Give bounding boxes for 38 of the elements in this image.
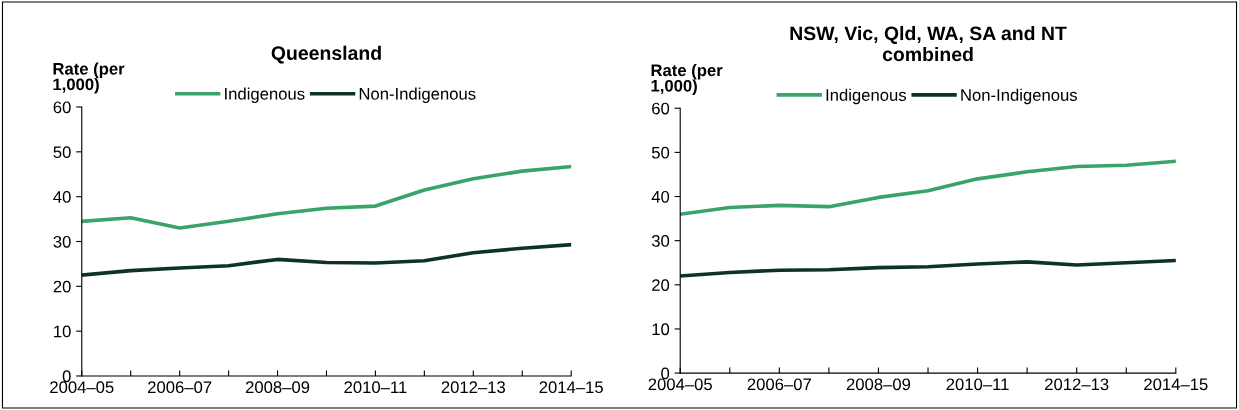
y-tick-label: 10 xyxy=(652,323,670,336)
legend-label: Non-Indigenous xyxy=(961,88,1078,105)
x-tick-label: 2014–15 xyxy=(539,381,603,394)
x-tick-label: 2012–13 xyxy=(441,381,506,394)
line-series xyxy=(680,159,1176,216)
line-series xyxy=(81,164,572,230)
x-tick-label: 2006–07 xyxy=(747,378,811,391)
x-tick-label: 2010–11 xyxy=(946,378,1009,391)
y-axis-title: Rate (per 1,000) xyxy=(53,62,125,94)
legend-label: Non-Indigenous xyxy=(359,87,476,104)
line-series xyxy=(680,258,1176,278)
x-tick-label: 2004–05 xyxy=(648,378,712,391)
line-series xyxy=(81,242,572,277)
y-tick-label: 0 xyxy=(661,367,670,380)
y-tick-label: 40 xyxy=(53,191,71,203)
x-tick-label: 2006–07 xyxy=(148,381,212,394)
y-tick-label: 20 xyxy=(53,280,71,293)
chart-title: NSW, Vic, Qld, WA, SA and NT combined xyxy=(790,25,1067,62)
x-tick-label: 2008–09 xyxy=(846,378,911,391)
legend-label: Indigenous xyxy=(225,87,305,104)
y-tick-label: 30 xyxy=(53,235,71,248)
y-tick-label: 30 xyxy=(651,235,670,247)
x-tick-label: 2014–15 xyxy=(1144,378,1208,391)
y-tick-label: 40 xyxy=(651,190,670,203)
chart-title: Queensland xyxy=(271,45,381,64)
y-tick-label: 60 xyxy=(53,101,71,114)
y-tick-label: 20 xyxy=(652,279,670,292)
y-axis-title: Rate (per 1,000) xyxy=(651,63,723,95)
y-tick-label: 50 xyxy=(53,146,71,159)
x-tick-label: 2010–11 xyxy=(344,381,407,394)
y-tick-label: 10 xyxy=(54,325,71,338)
x-tick-label: 2012–13 xyxy=(1045,378,1109,391)
y-tick-label: 0 xyxy=(62,370,71,383)
y-tick-label: 50 xyxy=(651,146,670,159)
x-tick-label: 2008–09 xyxy=(245,381,310,394)
legend-label: Indigenous xyxy=(826,88,907,105)
y-tick-label: 60 xyxy=(652,102,670,115)
x-tick-label: 2004–05 xyxy=(50,381,114,394)
